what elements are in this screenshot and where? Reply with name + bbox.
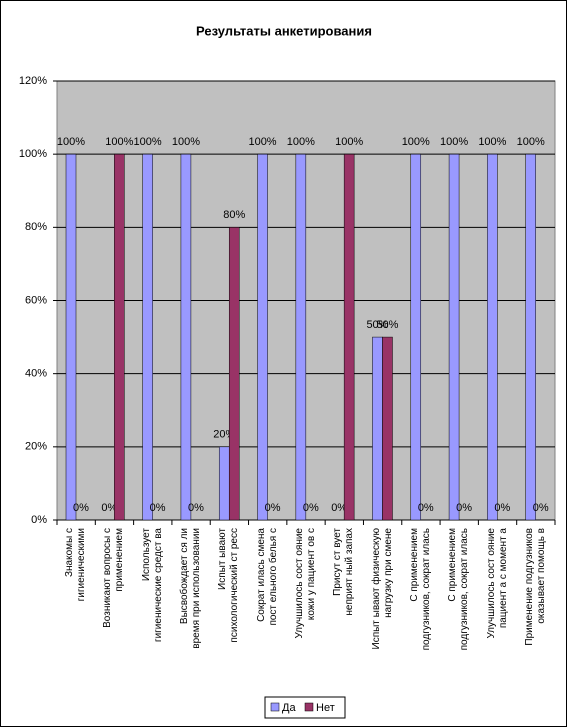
bar xyxy=(448,153,460,521)
bar xyxy=(410,153,422,521)
x-tick-label: Использует гигиенические средст ва xyxy=(140,528,164,643)
bar xyxy=(372,336,383,521)
value-label: 0% xyxy=(533,502,549,514)
value-label: 0% xyxy=(418,502,434,514)
x-tick-label: С применением подгузников, сократ илась xyxy=(447,528,471,651)
x-tick-label: Применение подгузников оказывает помощь … xyxy=(523,528,547,646)
x-tick-label: Испыт ывают психологический ст ресс xyxy=(217,528,241,643)
value-label: 80% xyxy=(223,209,245,221)
value-label: 0% xyxy=(303,502,319,514)
value-label: 0% xyxy=(331,502,347,514)
value-label: 0% xyxy=(101,502,117,514)
value-label: 50% xyxy=(366,319,388,331)
value-label: 100% xyxy=(105,136,133,148)
legend-swatch xyxy=(270,702,280,712)
bar xyxy=(295,153,307,521)
bar xyxy=(218,446,230,521)
bar xyxy=(142,153,153,521)
chart-title: Результаты анкетирования xyxy=(196,23,372,38)
x-tick-label: Присут ст вует неприят ный запах xyxy=(332,528,356,616)
x-tick-label: Знакомы с гигиеническими xyxy=(64,528,88,602)
y-tick-label: 20% xyxy=(25,441,47,453)
x-tick-label: Возникают вопросы с применением xyxy=(102,528,126,628)
value-label: 0% xyxy=(150,502,166,514)
value-label: 100% xyxy=(134,136,162,148)
x-tick-label: Улучшилось сост ояние пациент а с момент… xyxy=(485,528,509,639)
x-tick-label: Испыт ывают физическую нагрузку при смен… xyxy=(370,528,394,650)
legend-swatch xyxy=(304,702,314,712)
y-tick-label: 0% xyxy=(31,514,47,526)
value-label: 0% xyxy=(188,502,204,514)
value-label: 0% xyxy=(456,502,472,514)
y-tick-label: 120% xyxy=(19,75,47,87)
value-label: 0% xyxy=(494,502,510,514)
bar xyxy=(487,153,498,521)
value-label: 100% xyxy=(517,136,545,148)
y-tick-label: 60% xyxy=(25,294,47,306)
value-label: 100% xyxy=(335,136,363,148)
value-label: 100% xyxy=(478,136,506,148)
value-label: 100% xyxy=(402,136,430,148)
bar xyxy=(65,153,77,521)
value-label: 0% xyxy=(73,502,89,514)
x-tick-label: Сократ илась смена пост ельного белья с xyxy=(255,528,279,626)
x-tick-label: Высвобождает ся ли время при использован… xyxy=(179,528,203,649)
bar xyxy=(343,153,355,521)
value-label: 100% xyxy=(248,136,276,148)
y-tick-label: 80% xyxy=(25,221,47,233)
y-tick-label: 100% xyxy=(19,148,47,160)
y-tick-label: 40% xyxy=(25,368,47,380)
bar xyxy=(382,336,393,521)
bar xyxy=(228,227,240,521)
value-label: 100% xyxy=(440,136,468,148)
bar xyxy=(525,153,536,521)
value-label: 50% xyxy=(376,319,398,331)
value-label: 0% xyxy=(265,502,281,514)
bar xyxy=(257,153,268,521)
legend-label: Нет xyxy=(316,702,335,714)
value-label: 100% xyxy=(172,136,200,148)
x-tick-label: С применением подгузников, сократ илась xyxy=(408,528,432,651)
bar xyxy=(114,153,125,521)
value-label: 100% xyxy=(287,136,315,148)
bar xyxy=(180,153,192,521)
value-label: 100% xyxy=(57,136,85,148)
legend-label: Да xyxy=(282,702,296,714)
x-tick-label: Улучшилось сост ояние кожи у пациент ов … xyxy=(294,528,317,639)
